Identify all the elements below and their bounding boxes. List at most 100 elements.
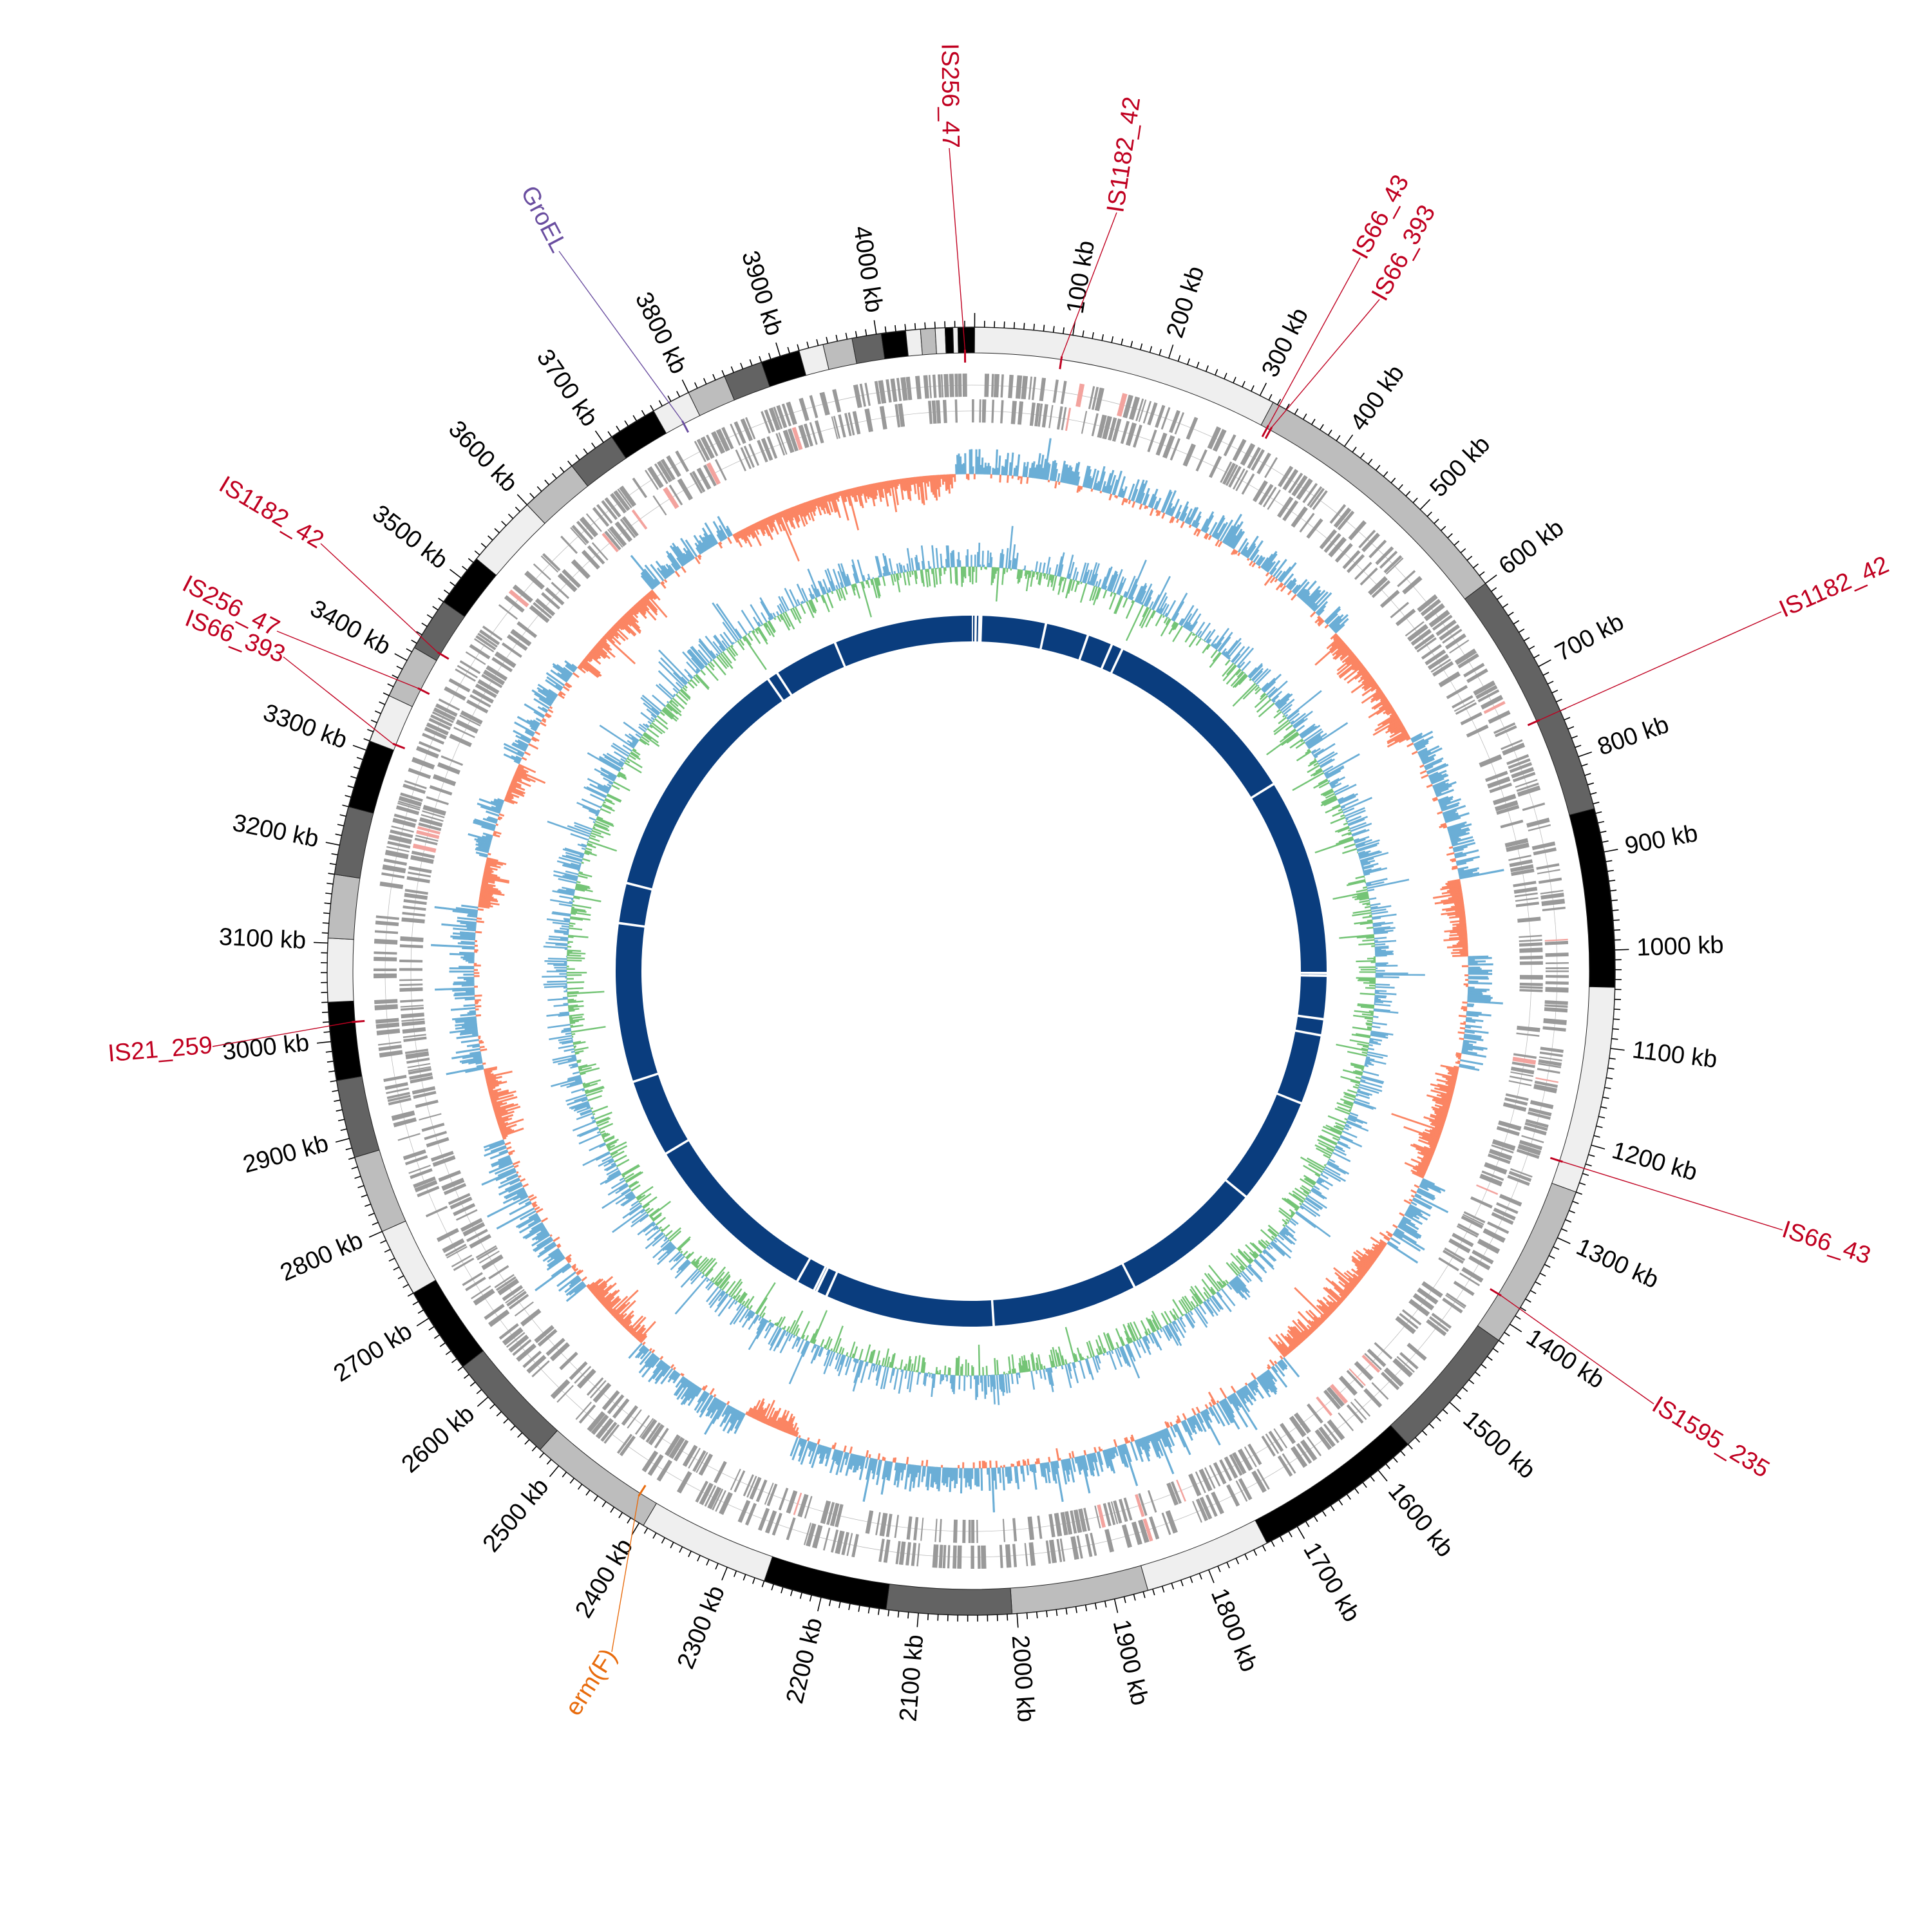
tick-marks — [313, 312, 1629, 1628]
blast-hit-segment — [993, 1264, 1133, 1326]
blast-hit-segment — [615, 924, 658, 1081]
annotation-label: IS66_43 — [1779, 1216, 1874, 1269]
blast-hit-segment — [981, 616, 1045, 649]
tick-label: 700 kb — [1551, 609, 1628, 667]
blast-hit-segment — [1298, 976, 1327, 1018]
annotation-leader-line — [320, 543, 439, 653]
tick-label: 2900 kb — [240, 1130, 332, 1179]
annotation-leader-line — [1501, 1295, 1654, 1405]
annotation-label: IS1182_42 — [1102, 95, 1146, 214]
contig-band — [761, 350, 807, 387]
annotation-leader-line — [283, 656, 393, 744]
blast-hit-segment — [836, 615, 972, 667]
blast-hit-segment — [972, 616, 975, 642]
contig-band — [957, 327, 975, 354]
blast-hit-segment — [619, 884, 652, 926]
blast-hit-segment — [828, 1273, 993, 1327]
annotation-leader-line — [212, 1021, 352, 1047]
tick-label: 1500 kb — [1457, 1406, 1540, 1484]
tick-label: 900 kb — [1623, 820, 1700, 860]
tick-label: 400 kb — [1345, 360, 1410, 435]
tick-label: 1300 kb — [1572, 1233, 1662, 1294]
blast-hit-segment — [976, 616, 979, 642]
annotation-label: IS1182_42 — [214, 471, 328, 554]
tick-label: 3100 kb — [218, 923, 307, 954]
tick-label: 1900 kb — [1108, 1617, 1153, 1708]
tick-label: 2800 kb — [276, 1227, 367, 1287]
tick-label: 2000 kb — [1007, 1634, 1040, 1723]
tick-label: 3400 kb — [306, 595, 395, 661]
contig-band — [952, 327, 959, 354]
annotation-marker — [417, 687, 430, 696]
blast-hit-segment — [633, 1074, 688, 1153]
annotation-label: IS1595_235 — [1647, 1391, 1774, 1483]
annotation-marker — [1261, 424, 1269, 437]
tick-label: 100 kb — [1062, 239, 1100, 316]
annotation-label: IS1182_42 — [1776, 551, 1893, 623]
tick-label: 3700 kb — [531, 345, 603, 431]
blast-hit-segment — [627, 679, 782, 889]
gc-skew-negative — [473, 473, 1469, 1469]
blast-hit-segment — [1277, 1032, 1321, 1103]
annotation-label: GroEL — [515, 182, 572, 257]
annotation-marker — [1549, 1157, 1563, 1163]
tick-label: 2300 kb — [672, 1582, 730, 1672]
tick-label: 500 kb — [1425, 431, 1496, 502]
annotation-marker — [437, 651, 450, 660]
annotation-label: erm(F) — [560, 1644, 622, 1721]
annotation-marker — [1059, 356, 1063, 370]
annotation-marker — [392, 743, 406, 750]
blast-hit-segment — [817, 1268, 837, 1296]
contig-band — [327, 938, 354, 1003]
blast-identity-ring — [615, 615, 1327, 1327]
gc-skew-positive — [431, 438, 1504, 1513]
blast-hit-segment — [1103, 645, 1121, 672]
tick-label: 1600 kb — [1383, 1478, 1459, 1562]
tick-label: 1000 kb — [1636, 931, 1725, 961]
annotation-marker — [1264, 426, 1273, 439]
blast-hit-segment — [778, 643, 844, 694]
contig-band — [348, 740, 395, 814]
contig-band — [880, 330, 909, 359]
tick-label: 3200 kb — [231, 810, 321, 853]
blast-hit-segment — [1226, 1094, 1301, 1196]
annotation-leader-line — [949, 147, 966, 350]
contig-band — [905, 328, 923, 357]
tick-label: 1100 kb — [1631, 1036, 1718, 1074]
tick-label: 1800 kb — [1206, 1585, 1263, 1676]
contig-band — [886, 1584, 1013, 1616]
tick-label: 3600 kb — [443, 415, 523, 497]
contig-band — [763, 1556, 890, 1610]
annotation-leader-line — [276, 630, 419, 689]
annotation-label: IS21_259 — [107, 1032, 214, 1067]
tick-label: 2200 kb — [781, 1615, 828, 1706]
tick-label: 3500 kb — [367, 500, 453, 574]
tick-label: 300 kb — [1256, 304, 1314, 382]
tick-label: 3900 kb — [736, 248, 788, 339]
gc-content-negative — [566, 566, 1376, 1376]
annotation-leader-line — [1061, 212, 1117, 357]
blast-hit-segment — [798, 1259, 825, 1290]
tick-label: 1200 kb — [1609, 1137, 1700, 1186]
contig-band — [1140, 1520, 1268, 1591]
annotation-marker — [1527, 719, 1540, 726]
tick-label: 3800 kb — [630, 288, 692, 378]
band-ring-outer-edge — [327, 327, 1616, 1616]
tick-label: 200 kb — [1161, 263, 1209, 341]
annotation-leader-line — [1271, 299, 1380, 428]
contig-band — [1260, 402, 1486, 600]
contig-band — [354, 1150, 406, 1232]
blast-hit-segment — [1080, 636, 1111, 668]
contig-band — [1569, 808, 1616, 988]
tick-label: 2600 kb — [397, 1401, 480, 1479]
contig-band — [381, 1220, 437, 1294]
tick-label: 3300 kb — [260, 699, 350, 754]
tick-label: 1400 kb — [1521, 1323, 1609, 1394]
tick-label: 2400 kb — [570, 1534, 638, 1623]
tick-label: 600 kb — [1494, 515, 1569, 580]
tick-label: 2100 kb — [895, 1634, 929, 1723]
blast-hit-segment — [1112, 650, 1273, 797]
annotation-leader-line — [558, 251, 683, 422]
